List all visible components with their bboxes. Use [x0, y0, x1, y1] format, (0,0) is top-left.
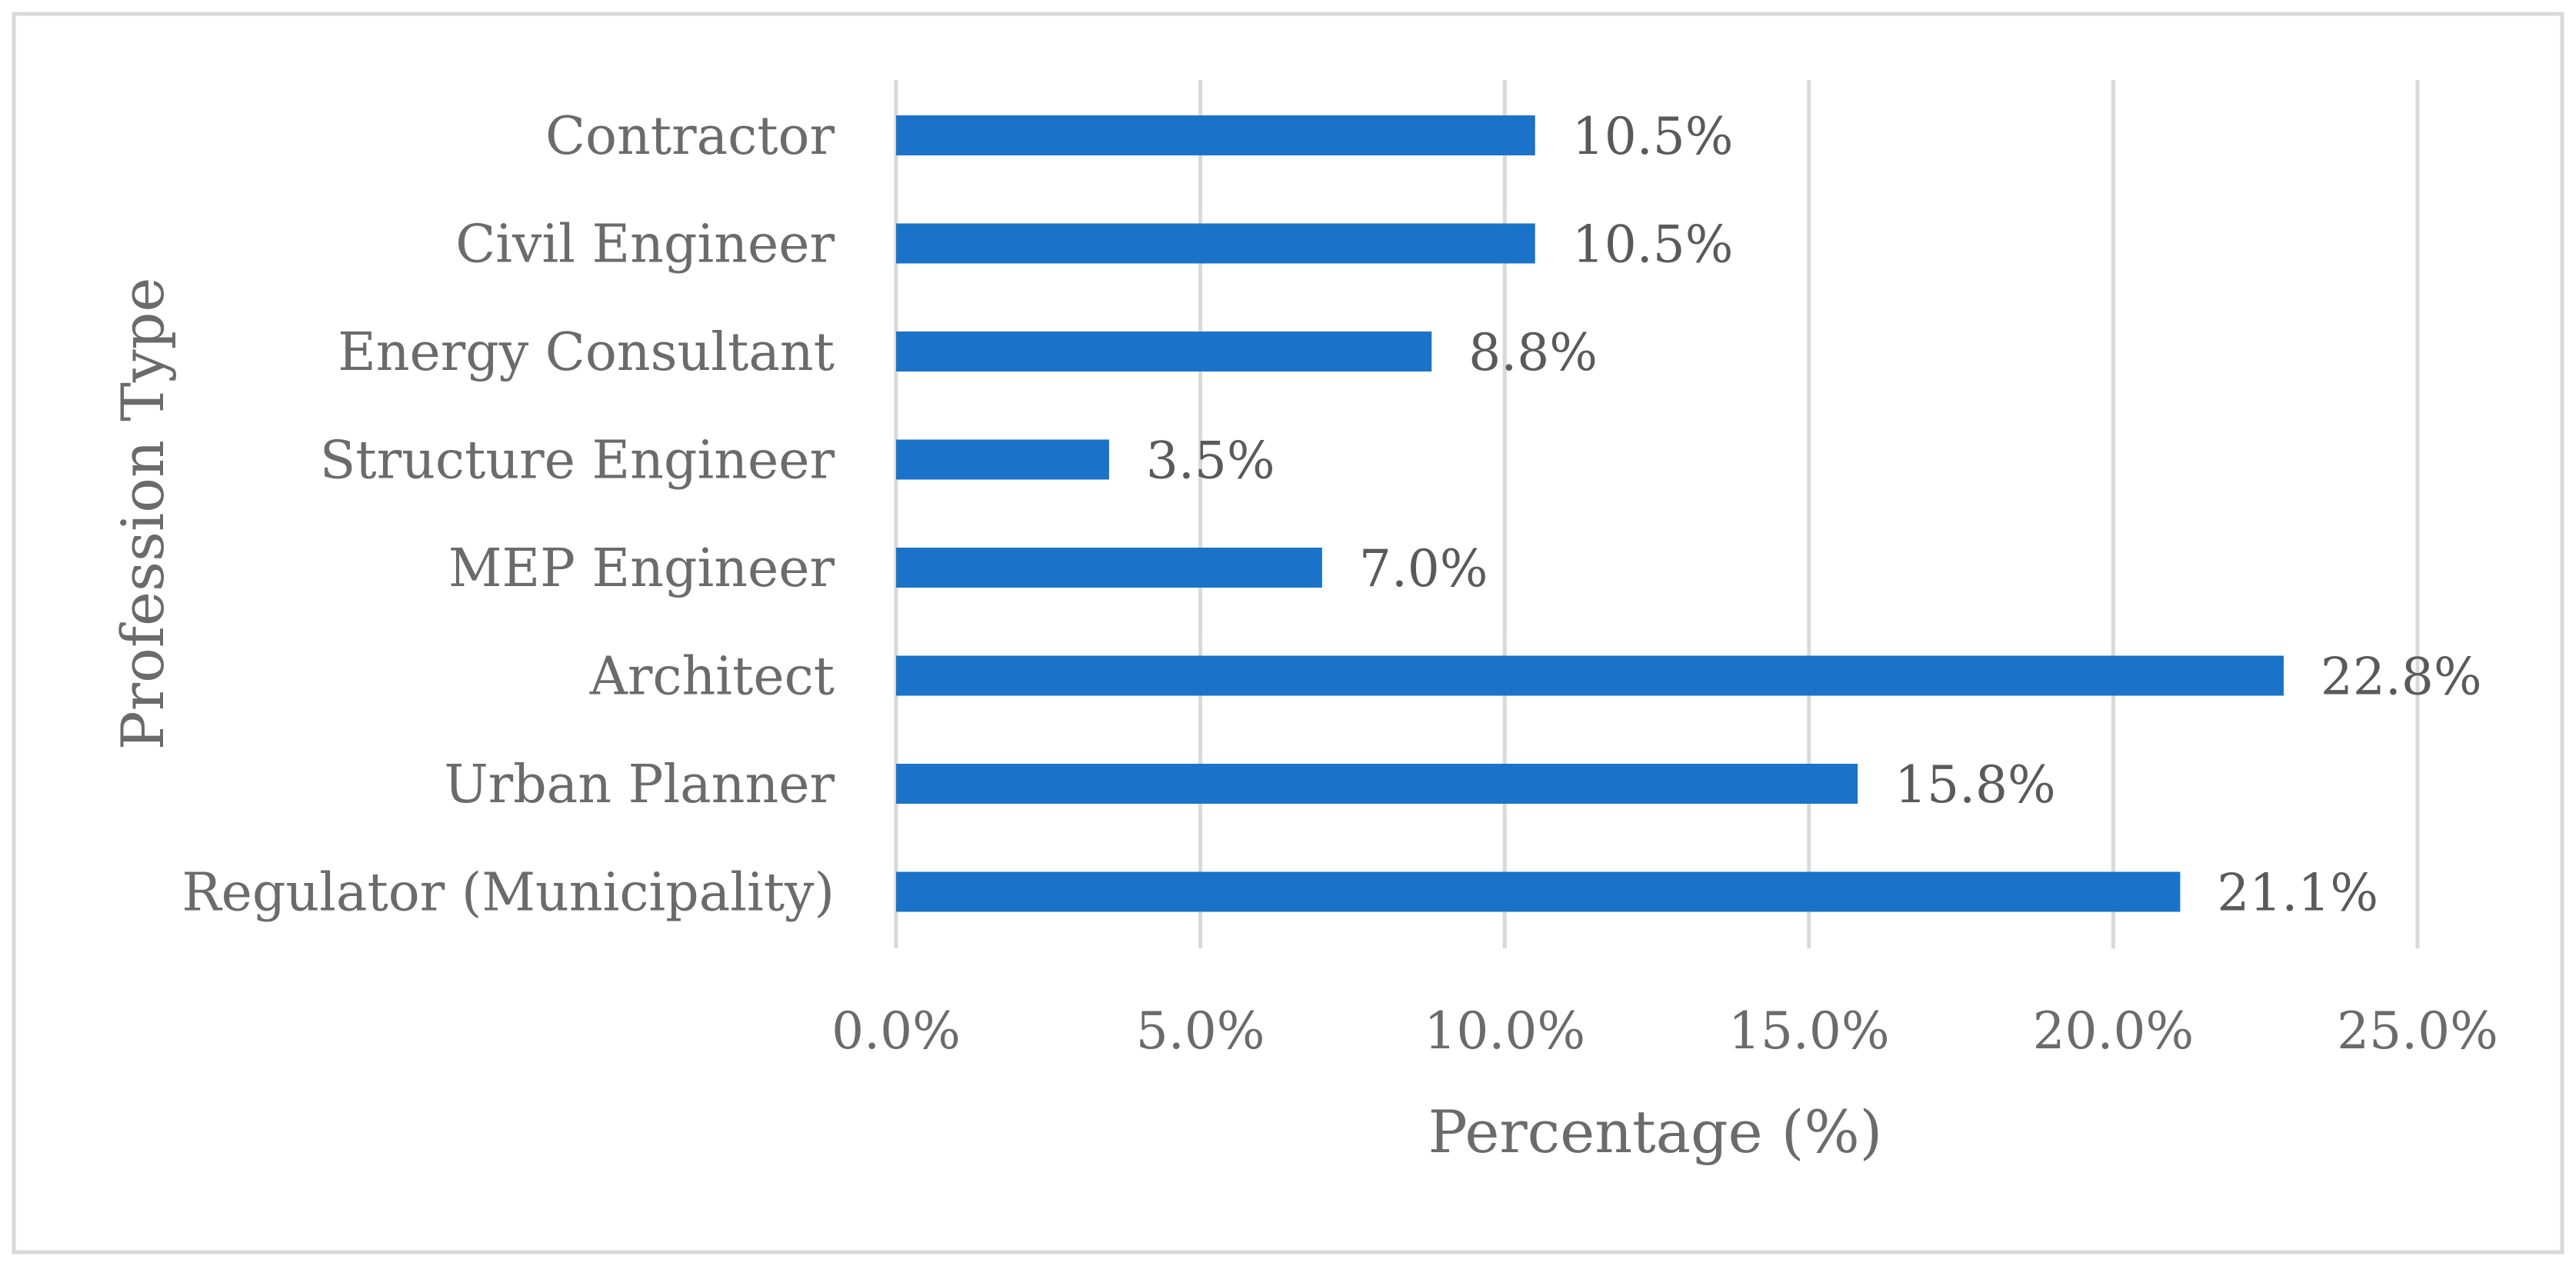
x-axis-title: Percentage (%) — [1428, 1098, 1883, 1166]
category-label: Civil Engineer — [455, 215, 835, 275]
category-label: Contractor — [545, 106, 835, 167]
bar — [896, 115, 1535, 155]
category-label: Regulator (Municipality) — [182, 863, 835, 924]
y-axis-title: Profession Type — [108, 278, 177, 751]
x-tick-label: 15.0% — [1728, 1001, 1890, 1061]
data-label: 8.8% — [1468, 323, 1598, 382]
bar — [896, 439, 1109, 480]
data-labels: 10.5% 10.5% 8.8% 3.5% 7.0% 22.8% 15.8% 21.1% — [1146, 107, 2482, 923]
data-label: 7.0% — [1359, 539, 1488, 598]
category-label: MEP Engineer — [448, 538, 835, 599]
bar — [896, 223, 1535, 264]
category-label: Urban Planner — [444, 755, 835, 815]
category-label: Architect — [589, 647, 835, 708]
chart-border — [12, 12, 2564, 1254]
x-tick-label: 0.0% — [831, 1001, 961, 1061]
data-label: 3.5% — [1146, 431, 1275, 491]
data-label: 10.5% — [1572, 215, 1734, 275]
category-labels: Contractor Civil Engineer Energy Consultan… — [182, 106, 835, 924]
data-label: 15.8% — [1895, 755, 2056, 815]
x-tick-label: 20.0% — [2033, 1001, 2194, 1061]
data-label: 21.1% — [2217, 864, 2378, 923]
data-label: 22.8% — [2321, 648, 2482, 707]
x-tick-labels: 0.0% 5.0% 10.0% 15.0% 20.0% 25.0% — [831, 1001, 2498, 1061]
x-tick-label: 25.0% — [2337, 1001, 2498, 1061]
x-tick-label: 10.0% — [1424, 1001, 1585, 1061]
bar — [896, 655, 2284, 696]
category-label: Structure Engineer — [320, 431, 835, 491]
category-label: Energy Consultant — [338, 322, 835, 383]
bar — [896, 331, 1432, 371]
bar — [896, 548, 1322, 588]
x-tick-label: 5.0% — [1136, 1001, 1265, 1061]
bars — [896, 115, 2284, 912]
bar — [896, 764, 1858, 804]
bar — [896, 871, 2181, 912]
data-label: 10.5% — [1572, 107, 1734, 166]
